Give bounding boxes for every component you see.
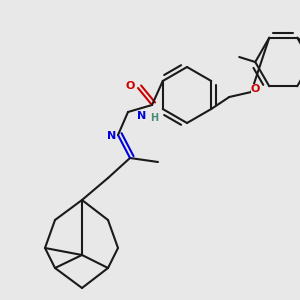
Text: O: O [125,81,135,91]
Text: O: O [250,84,260,94]
Text: H: H [150,113,158,123]
Text: N: N [137,111,147,121]
Text: N: N [107,131,117,141]
